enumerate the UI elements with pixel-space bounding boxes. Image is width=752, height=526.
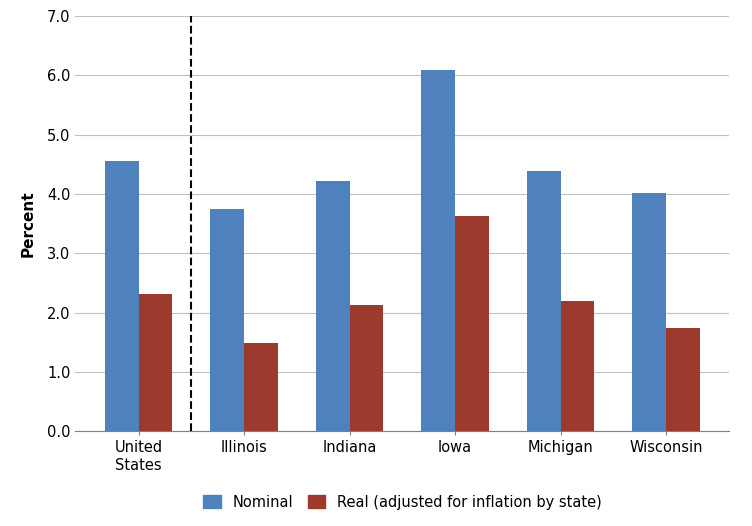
Bar	[526, 171, 560, 431]
Bar	[244, 343, 278, 431]
Y-axis label: Percent: Percent	[21, 190, 36, 257]
Bar	[211, 209, 244, 431]
Bar	[455, 216, 489, 431]
Bar	[316, 181, 350, 431]
Bar	[105, 161, 138, 431]
Legend: Nominal, Real (adjusted for inflation by state): Nominal, Real (adjusted for inflation by…	[197, 489, 608, 515]
Bar	[421, 70, 455, 431]
Bar	[666, 328, 699, 431]
Bar	[350, 306, 384, 431]
Bar	[560, 301, 594, 431]
Bar	[138, 294, 172, 431]
Bar	[632, 193, 666, 431]
